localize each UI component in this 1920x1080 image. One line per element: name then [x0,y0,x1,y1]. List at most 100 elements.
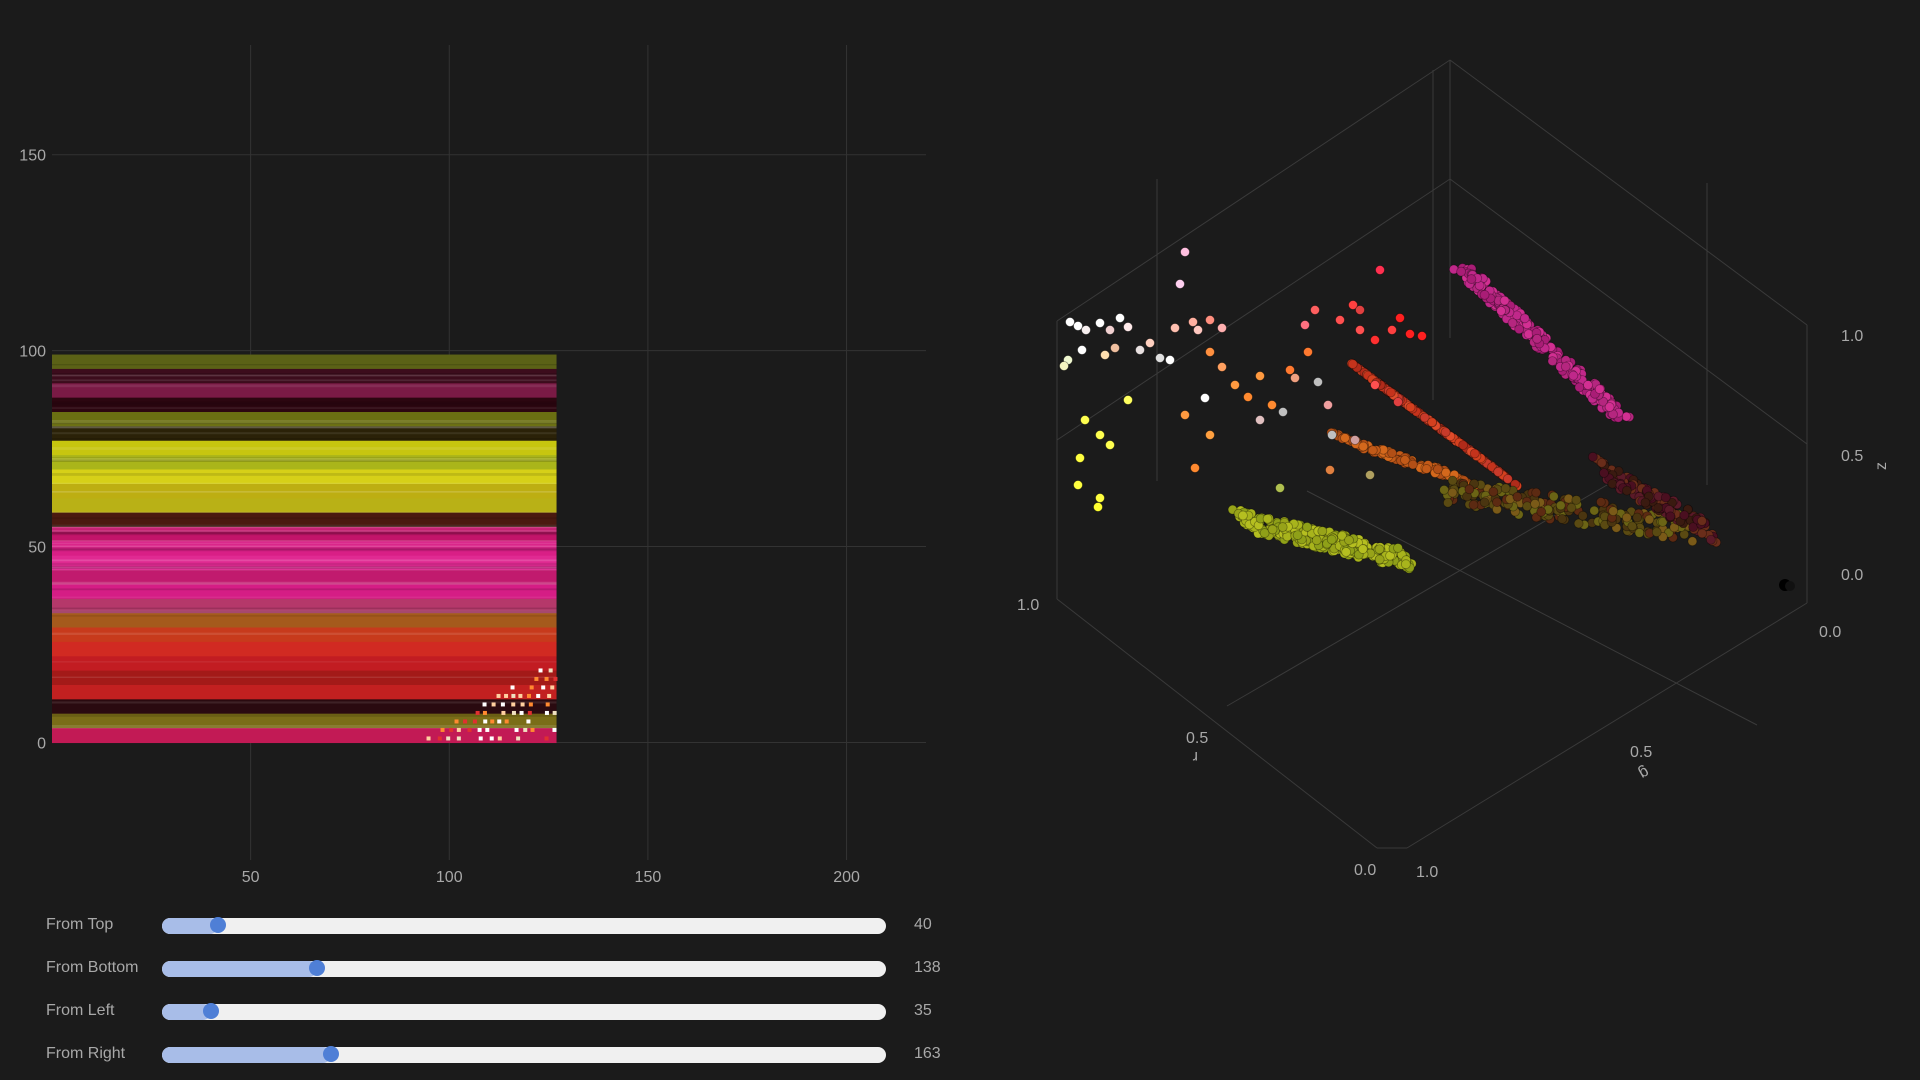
heatmap-speckle [504,693,509,698]
heatmap-streak [52,531,557,535]
slider-track[interactable] [162,1046,886,1063]
scatter-point [1608,506,1619,517]
scatter-point [1205,347,1215,357]
heatmap-speckle [545,702,550,707]
scatter-point [1487,462,1497,472]
heatmap-speckle [426,736,431,741]
scatter-point [1205,315,1215,325]
scatter-point [1400,559,1411,570]
heatmap-speckle [485,727,490,732]
heatmap-ticks: 50 100 150 200 0 50 100 150 [19,148,860,886]
scatter-point [1548,491,1559,502]
slider-thumb[interactable] [202,1003,219,1019]
scatter-point [1375,265,1385,275]
heatmap-speckle [518,693,523,698]
scatter-point [1110,343,1120,353]
scatter-point [1440,467,1451,478]
heatmap-speckle [456,736,461,741]
heatmap-speckle [526,719,531,724]
scatter-point [1555,500,1566,511]
heatmap-streak [52,726,557,729]
slider-from-bottom: From Bottom 138 [46,952,946,986]
scatter-point [1599,468,1609,478]
scatter-3d-chart[interactable]: 1.0 0.5 0.0 z 0.0 1.0 0.5 r 0.5 g 0.0 1.… [960,0,1920,900]
scatter-point [1421,464,1432,474]
heatmap-streak [52,714,557,717]
x-tick-1: 1.0 [1017,597,1039,614]
scatter-point [1255,371,1265,381]
heatmap-band [52,584,557,600]
scatter-point [1292,530,1303,540]
scatter-point [1514,324,1525,335]
heatmap-streak [52,403,557,406]
scatter-point [1323,400,1333,410]
heatmap-streak [52,364,557,366]
heatmap-speckle [496,693,501,698]
slider-label: From Right [46,1045,126,1062]
heatmap-streak [52,384,557,388]
heatmap-image[interactable] [52,354,558,744]
scatter-point [1604,402,1615,412]
heatmap-band [52,440,557,456]
heatmap-streak [52,425,557,429]
scatter-point [1374,554,1385,565]
heatmap-streak [52,447,557,450]
scatter-point [1479,497,1490,508]
cube-wireframe [1056,59,1808,849]
heatmap-band [52,412,557,427]
slider-track[interactable] [162,917,886,934]
scatter-point [1705,534,1716,545]
scatter-point [1419,412,1430,423]
slider-track[interactable] [162,960,886,977]
heatmap-speckle [527,710,532,715]
scatter-point [1311,535,1322,546]
heatmap-band [52,641,557,657]
heatmap-speckle [454,719,459,724]
scatter-point [1512,491,1523,502]
scatter-point [1665,511,1676,522]
scatter-point [1095,493,1105,503]
scatter-point [1370,335,1380,345]
heatmap-streak [52,459,557,462]
heatmap-band [52,541,557,557]
scatter-point [1300,320,1310,330]
heatmap-speckle [467,727,472,732]
scatter-point [1479,290,1490,300]
heatmap-streak [52,524,557,528]
scatter-point [1500,483,1511,494]
heatmap-speckle [497,736,502,741]
slider-thumb[interactable] [308,960,325,976]
scatter-point [1393,543,1403,553]
slider-thumb[interactable] [209,917,226,933]
slider-from-left: From Left 35 [46,995,946,1029]
heatmap-speckle [437,736,442,741]
slider-track[interactable] [162,1003,886,1020]
scatter-point [1285,365,1295,375]
scatter-point [1217,362,1227,372]
heatmap-streak [52,583,557,586]
scatter-point [1496,306,1507,316]
scatter-point [1447,475,1458,486]
heatmap-streak [52,531,557,534]
heatmap-streak [52,676,557,678]
heatmap-speckle [529,685,534,690]
heatmap-speckle [497,719,502,724]
scatter-point [1596,457,1607,468]
scatter-point [1492,497,1502,508]
y-tick-label: 100 [19,344,46,361]
scatter-point [1687,536,1698,547]
x-tick-label: 200 [833,869,860,886]
scatter-point [1093,502,1103,512]
slider-thumb[interactable] [322,1046,339,1062]
heatmap-streak [52,525,557,527]
scatter-point [1180,410,1190,420]
scatter-point [1532,333,1542,344]
scatter-point [1458,440,1469,450]
heatmap-streak [52,559,557,562]
heatmap-streak [52,373,557,375]
cube-edge [1449,178,1808,445]
scatter-point [1348,300,1358,310]
slider-fill [162,1047,331,1063]
heatmap-streak [52,526,557,529]
scatter-point [1180,247,1190,257]
